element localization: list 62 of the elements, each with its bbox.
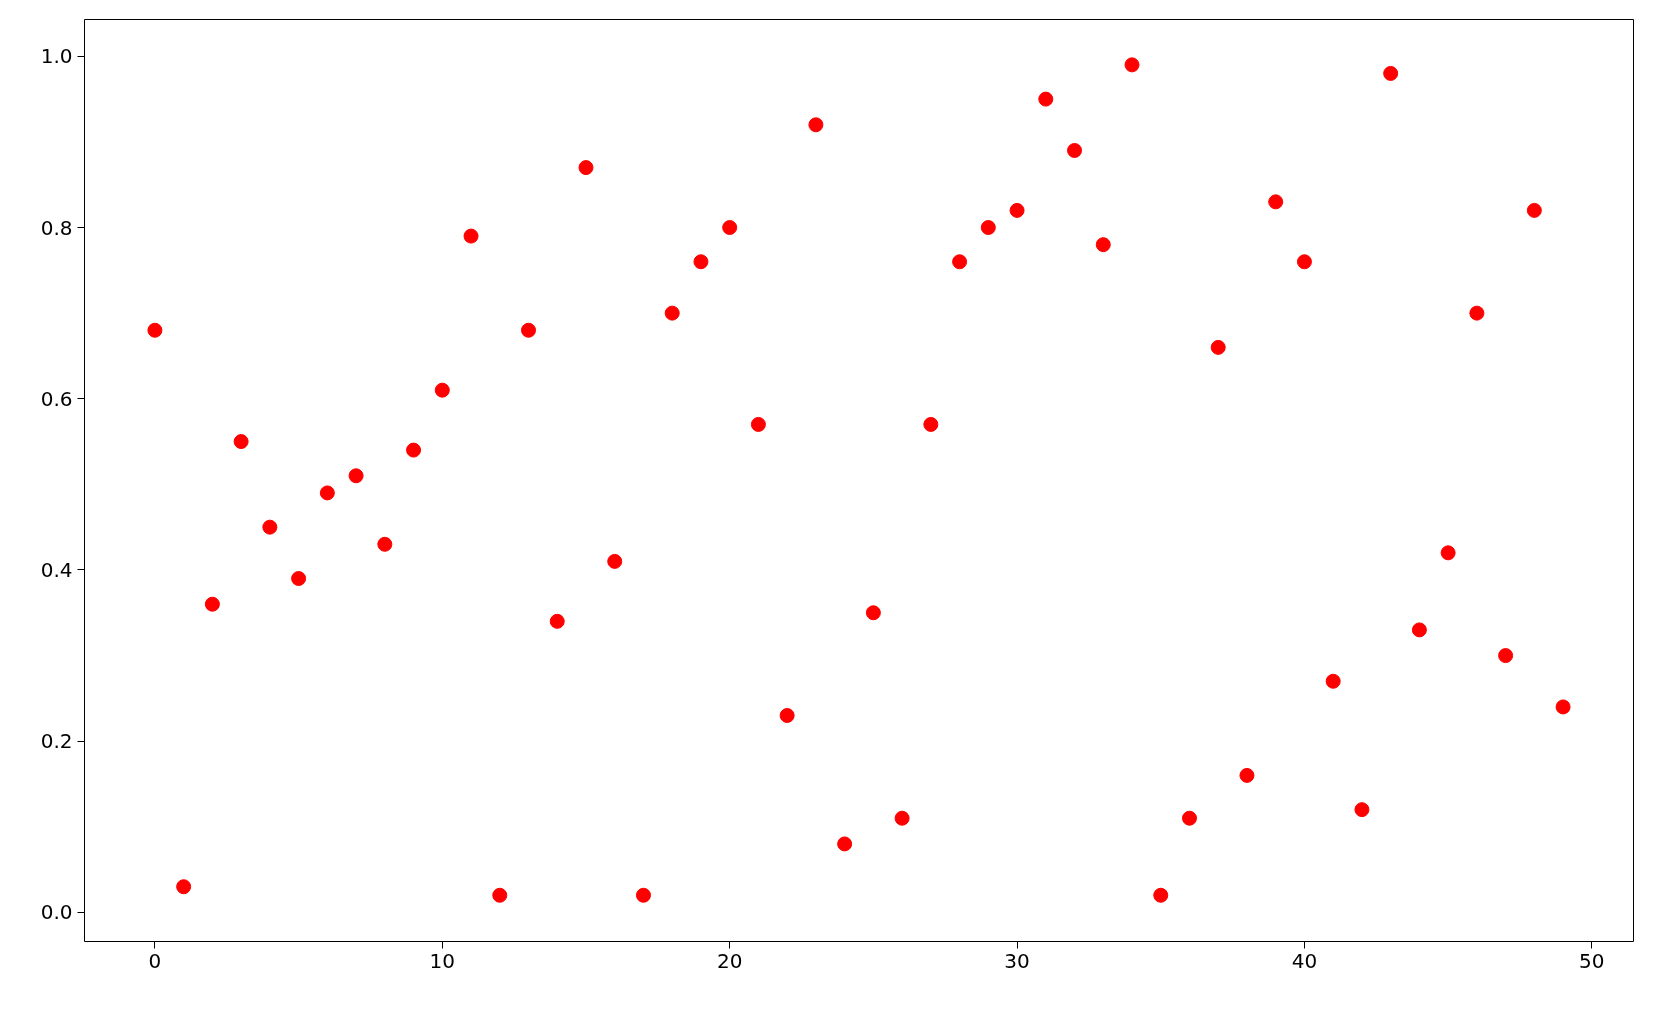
y-tick-label: 1.0 bbox=[40, 44, 73, 69]
point bbox=[434, 382, 450, 398]
y-tick-label: 0.4 bbox=[40, 557, 73, 582]
point bbox=[1325, 673, 1341, 689]
point bbox=[406, 442, 422, 458]
point bbox=[808, 117, 824, 133]
point bbox=[722, 220, 738, 236]
point bbox=[1124, 57, 1140, 73]
x-tick-label: 10 bbox=[429, 948, 456, 973]
point bbox=[1067, 142, 1083, 158]
point bbox=[348, 468, 364, 484]
x-tick-label: 40 bbox=[1291, 948, 1318, 973]
y-tick-label: 0.8 bbox=[40, 215, 73, 240]
point bbox=[319, 485, 335, 501]
y-tick-label: 0.6 bbox=[40, 386, 73, 411]
point bbox=[521, 322, 537, 338]
point bbox=[1555, 699, 1571, 715]
point bbox=[1469, 305, 1485, 321]
point bbox=[980, 220, 996, 236]
point bbox=[377, 536, 393, 552]
y-tick-label: 0.0 bbox=[40, 900, 73, 925]
point bbox=[492, 887, 508, 903]
point bbox=[233, 434, 249, 450]
point bbox=[635, 887, 651, 903]
x-tick-label: 50 bbox=[1579, 948, 1605, 973]
point bbox=[1239, 767, 1255, 783]
point bbox=[1009, 202, 1025, 218]
point bbox=[1411, 622, 1427, 638]
point bbox=[262, 519, 278, 535]
point bbox=[1440, 545, 1456, 561]
x-tick-label: 20 bbox=[716, 948, 743, 973]
point bbox=[1268, 194, 1284, 210]
point bbox=[578, 160, 594, 176]
point bbox=[1354, 802, 1370, 818]
point bbox=[952, 254, 968, 270]
point bbox=[463, 228, 479, 244]
x-tick-label: 0 bbox=[148, 948, 162, 973]
point bbox=[837, 836, 853, 852]
point bbox=[204, 596, 220, 612]
point bbox=[865, 605, 881, 621]
point bbox=[750, 416, 766, 432]
point bbox=[664, 305, 680, 321]
point bbox=[147, 322, 163, 338]
point bbox=[607, 553, 623, 569]
point bbox=[1153, 887, 1169, 903]
x-tick-label: 30 bbox=[1004, 948, 1030, 973]
point bbox=[923, 416, 939, 432]
point bbox=[1526, 202, 1542, 218]
point bbox=[1383, 65, 1399, 81]
point bbox=[291, 571, 307, 587]
point bbox=[1038, 91, 1054, 107]
point bbox=[894, 810, 910, 826]
point bbox=[779, 708, 795, 723]
point bbox=[176, 879, 192, 895]
point bbox=[549, 613, 565, 629]
point bbox=[1498, 648, 1514, 664]
point bbox=[693, 254, 709, 270]
y-tick-label: 0.2 bbox=[40, 729, 73, 754]
point bbox=[1095, 237, 1111, 253]
point bbox=[1210, 339, 1226, 355]
point bbox=[1181, 810, 1197, 826]
point bbox=[1296, 254, 1312, 270]
